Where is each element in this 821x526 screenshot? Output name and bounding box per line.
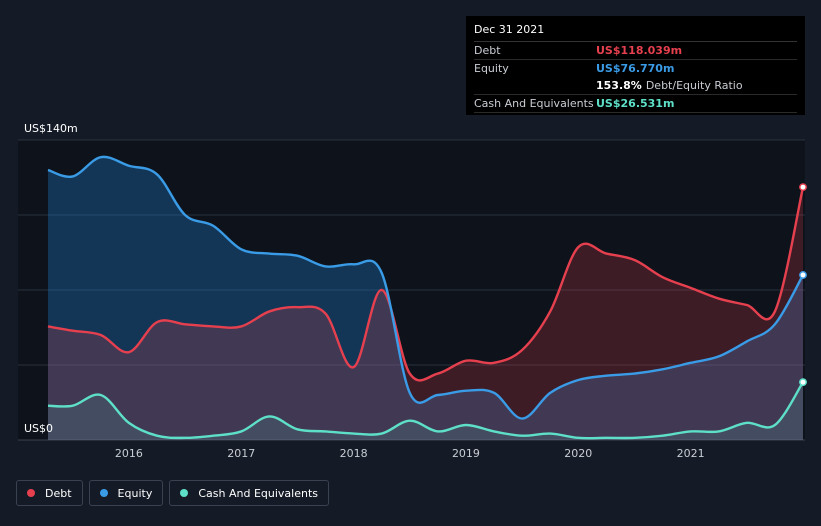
point-debt	[799, 183, 807, 192]
tooltip-label: Cash And Equivalents	[474, 97, 594, 110]
legend-label: Equity	[117, 486, 153, 500]
y-tick-label: US$140m	[24, 122, 78, 135]
y-tick-label: US$0	[24, 422, 53, 435]
area-debt	[48, 187, 803, 440]
axes: 2016 2017 2018 2019 2020 2021 US$0 US$140m	[24, 122, 705, 460]
tooltip-row-cash: Cash And Equivalents US$26.531m	[474, 95, 797, 113]
area-equity	[48, 156, 803, 441]
tooltip-label: Equity	[474, 62, 509, 75]
x-tick-label: 2021	[677, 447, 705, 460]
tooltip-row-ratio: 153.8% Debt/Equity Ratio	[474, 77, 797, 95]
tooltip-label	[474, 77, 596, 94]
tooltip-value-debt: US$118.039m	[596, 44, 683, 57]
tooltip-row-equity: Equity US$76.770m	[474, 60, 797, 77]
series-areas	[48, 156, 803, 441]
tooltip-value-cash: US$26.531m	[596, 97, 675, 110]
legend-dot-icon	[180, 489, 189, 497]
x-tick-label: 2020	[564, 447, 592, 460]
legend: Debt Equity Cash And Equivalents	[16, 480, 329, 506]
legend-item-debt[interactable]: Debt	[16, 480, 83, 506]
legend-label: Debt	[45, 486, 72, 500]
line-equity	[47, 155, 805, 420]
legend-dot-icon	[27, 489, 35, 497]
tooltip: Dec 31 2021 Debt US$118.039m Equity US$7…	[466, 16, 805, 115]
tooltip-date: Dec 31 2021	[474, 23, 797, 42]
point-cash-and-equivalents	[799, 378, 807, 387]
tooltip-ratio-label: Debt/Equity Ratio	[645, 79, 743, 92]
x-tick-label: 2018	[340, 447, 368, 460]
series-lines	[47, 155, 805, 440]
legend-item-equity[interactable]: Equity	[88, 480, 164, 506]
line-cash-and-equivalents	[47, 381, 805, 440]
legend-label: Cash And Equivalents	[198, 486, 318, 500]
point-equity	[799, 271, 807, 279]
legend-dot-icon	[99, 489, 108, 497]
tooltip-row-debt: Debt US$118.039m	[474, 42, 797, 60]
x-tick-label: 2019	[452, 447, 480, 460]
area-cash-and-equivalents	[48, 382, 803, 440]
tooltip-value-equity: US$76.770m	[596, 62, 675, 75]
line-debt	[47, 186, 805, 382]
legend-item-cash[interactable]: Cash And Equivalents	[169, 480, 329, 506]
x-tick-label: 2017	[227, 447, 255, 460]
grid	[18, 139, 805, 441]
series-end-points	[799, 183, 807, 387]
tooltip-label: Debt	[474, 44, 501, 57]
tooltip-value-ratio: 153.8%	[596, 79, 642, 92]
x-tick-label: 2016	[115, 447, 143, 460]
